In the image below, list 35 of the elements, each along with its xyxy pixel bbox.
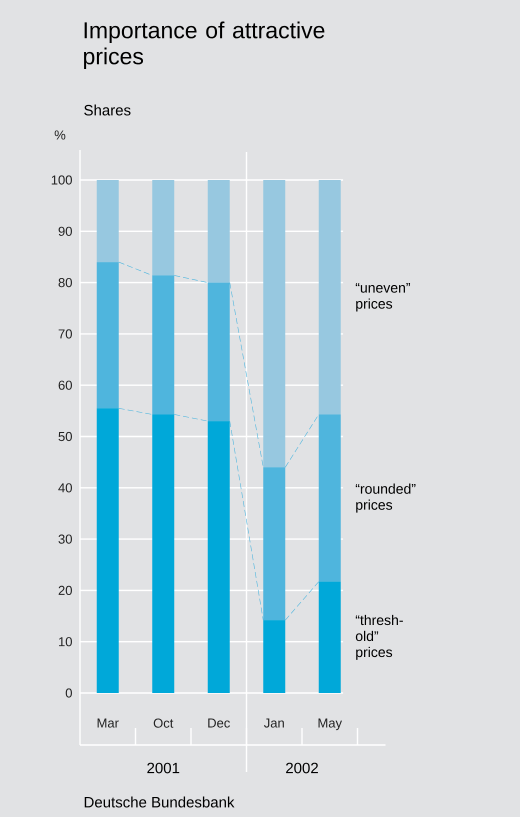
bar: [208, 421, 230, 694]
bar: [152, 180, 174, 276]
y-tick-label: 10: [58, 637, 72, 646]
y-tick-label: 70: [58, 329, 72, 339]
y-tick-label: 80: [58, 278, 72, 288]
bar: [263, 620, 286, 694]
chart-subtitle: Shares: [84, 104, 130, 116]
y-tick-label: 0: [66, 688, 72, 698]
x-tick-label: Oct: [154, 718, 174, 728]
x-tick-label: Mar: [98, 718, 119, 728]
series-label: “uneven” prices: [356, 282, 410, 312]
bar: [208, 180, 230, 283]
bar: [96, 180, 119, 262]
x-tick-label: May: [318, 718, 342, 730]
bar: [263, 180, 286, 468]
y-tick-label: 50: [58, 432, 72, 442]
y-tick-label: 20: [58, 586, 72, 596]
text: 2001: [147, 762, 180, 774]
y-tick-label: 100: [52, 175, 72, 185]
text: Deutsche Bundesbank: [84, 796, 234, 808]
bar: [96, 408, 119, 694]
series-label: “thresh-old” prices: [356, 614, 403, 660]
y-tick-label: 40: [58, 483, 72, 492]
y-tick-label: 90: [58, 226, 72, 236]
x-tick-label: Dec: [208, 718, 230, 728]
series-label: “rounded” prices: [356, 484, 416, 513]
y-tick-label: 60: [58, 380, 72, 390]
x-tick-label: Jan: [264, 718, 284, 728]
bar: [318, 180, 341, 414]
text: 2002: [286, 762, 318, 774]
chart-title: Importance of attractive prices: [84, 22, 324, 69]
bar: [318, 582, 341, 694]
y-axis-title: %: [54, 130, 66, 140]
bar: [152, 414, 174, 694]
y-tick-label: 30: [58, 534, 72, 544]
